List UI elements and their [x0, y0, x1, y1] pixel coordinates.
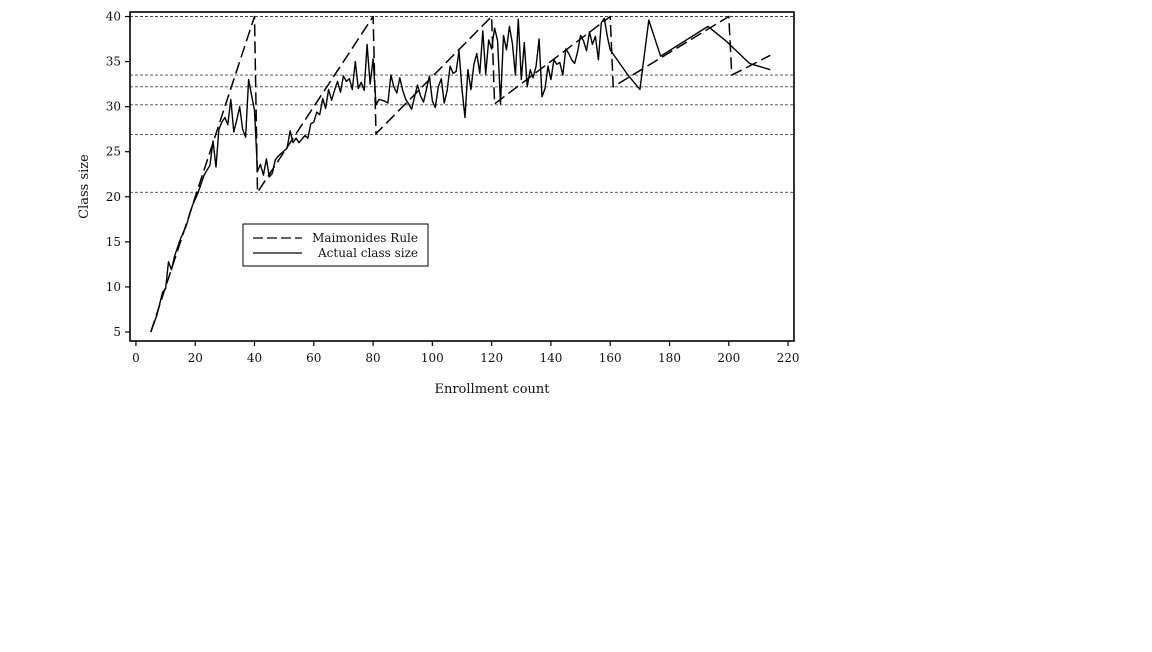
legend-label-1: Actual class size [317, 246, 418, 260]
y-tick-label: 35 [106, 55, 121, 69]
x-tick-label: 140 [539, 351, 562, 365]
legend-label-0: Maimonides Rule [312, 231, 418, 245]
series-group [150, 15, 771, 333]
series-line-1 [150, 17, 771, 333]
x-tick-label: 60 [306, 351, 321, 365]
y-tick-label: 40 [106, 10, 121, 24]
x-tick-label: 200 [717, 351, 740, 365]
x-axis-label: Enrollment count [434, 382, 550, 397]
x-tick-label: 120 [480, 351, 503, 365]
axes: 0 20 40 60 80 100 120 140 160 180 200 220 5 10 15 20 25 3… [106, 10, 800, 365]
y-tick-label: 20 [106, 190, 121, 204]
y-tick-label: 25 [106, 145, 121, 159]
y-tick-label: 5 [113, 325, 121, 339]
x-tick-label: 180 [658, 351, 681, 365]
x-tick-label: 100 [421, 351, 444, 365]
y-tick-label: 10 [106, 280, 121, 294]
y-axis-label: Class size [77, 154, 92, 219]
x-tick-label: 220 [777, 351, 800, 365]
plot-frame [129, 11, 795, 342]
x-tick-label: 40 [247, 351, 262, 365]
x-tick-label: 0 [132, 351, 140, 365]
x-tick-label: 20 [188, 351, 203, 365]
legend-box [242, 223, 429, 267]
y-tick-label: 15 [106, 235, 121, 249]
x-tick-label: 80 [365, 351, 380, 365]
x-tick-label: 160 [599, 351, 622, 365]
y-tick-label: 30 [106, 100, 121, 114]
